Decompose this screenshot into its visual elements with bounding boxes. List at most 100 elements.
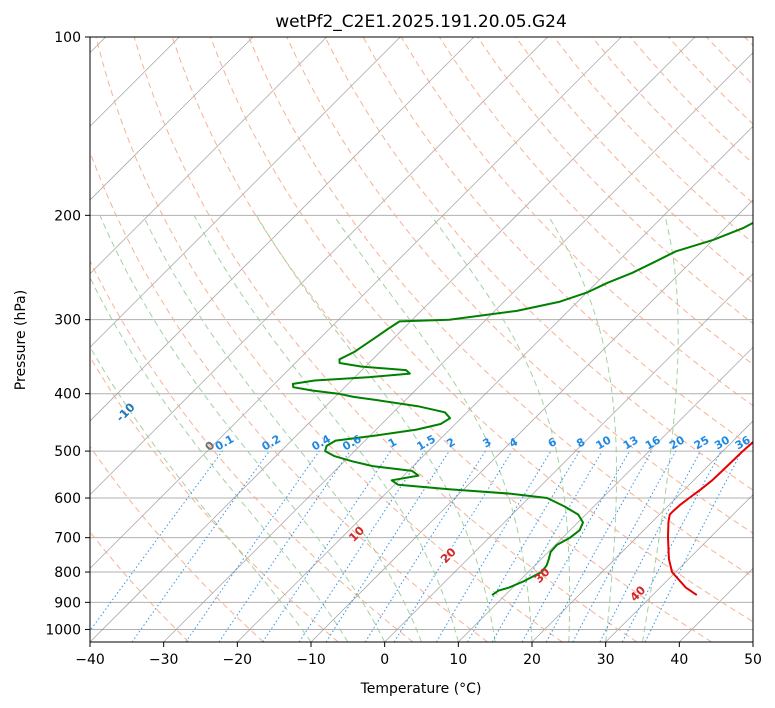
- isotherm-line: [679, 567, 753, 642]
- dry-adiabat-line: [706, 37, 753, 86]
- temperature-profile-line: [667, 440, 753, 596]
- mixing-ratio-label: 1.5: [414, 432, 437, 453]
- isotherm-line: [90, 37, 696, 642]
- mixing-ratio-label: 3: [480, 435, 493, 450]
- dry-adiabat-line: [744, 37, 753, 47]
- y-tick-label: 200: [54, 208, 81, 224]
- dry-adiabat-line: [210, 37, 753, 623]
- isotherm-grid: [90, 37, 753, 642]
- x-tick-label: 10: [449, 652, 467, 668]
- isotherm-line: [90, 37, 254, 201]
- dry-adiabat-line: [286, 37, 753, 534]
- dry-adiabats: [90, 37, 753, 642]
- mixing-ratio-label: 16: [643, 433, 663, 452]
- mixing-ratio-line: [364, 450, 486, 642]
- dry-adiabat-line: [591, 37, 753, 204]
- isotherm-line: [458, 346, 753, 642]
- dewpoint-profile-line: [291, 221, 753, 596]
- moist-adiabat-line: [142, 215, 422, 642]
- x-tick-label: 20: [523, 652, 541, 668]
- x-tick-label: −30: [149, 652, 179, 668]
- x-tick-label: 50: [744, 652, 762, 668]
- mixing-ratio-label: 2: [444, 435, 457, 450]
- plot-frame: [89, 36, 754, 643]
- x-tick-label: −20: [223, 652, 253, 668]
- x-tick-label: 40: [670, 652, 688, 668]
- y-tick-label: 300: [54, 313, 81, 329]
- dry-adiabat-line: [90, 150, 488, 642]
- isotherm-line: [752, 641, 753, 642]
- dry-adiabat-label: 40: [627, 583, 648, 604]
- y-tick-label: 800: [54, 565, 81, 581]
- isotherm-line: [531, 420, 753, 642]
- mixing-ratio-label: 20: [667, 433, 687, 452]
- mixing-ratio-label: 0.2: [260, 432, 283, 453]
- dry-adiabat-line: [324, 37, 753, 491]
- mixing-ratio-line: [599, 450, 701, 642]
- y-tick-label: 500: [54, 444, 81, 460]
- isotherm-line: [90, 37, 622, 569]
- mixing-ratio-line: [572, 450, 677, 642]
- mixing-ratio-line: [218, 450, 351, 642]
- x-tick-label: 0: [380, 652, 389, 668]
- x-axis-ticks: −40 −30 −20 −10 0 10 20 30 40 50: [75, 642, 762, 668]
- mixing-ratio-label: 10: [594, 433, 614, 452]
- moist-adiabat-line: [99, 215, 386, 642]
- y-tick-label: 100: [54, 30, 81, 46]
- dry-adiabat-line: [90, 445, 264, 642]
- mixing-ratio-label: 6: [546, 435, 559, 450]
- dry-adiabat-line: [668, 37, 753, 125]
- isotherm-line: [605, 494, 753, 642]
- mixing-ratio-label: 4: [507, 435, 520, 450]
- mixing-ratio-line: [90, 450, 223, 632]
- mixing-ratio-label: 30: [712, 433, 732, 452]
- dry-adiabat-line: [133, 37, 638, 642]
- mixing-ratio-line: [185, 450, 320, 642]
- mixing-ratio-label: 1: [386, 435, 399, 450]
- mixing-ratio-label: 0.4: [310, 432, 334, 453]
- y-tick-label: 1000: [45, 622, 81, 638]
- mixing-ratio-line: [393, 450, 513, 642]
- sounding-series: [291, 221, 753, 596]
- y-tick-label: 600: [54, 491, 81, 507]
- mixing-ratio-label: 0.1: [213, 432, 236, 453]
- isotherm-line: [90, 37, 548, 496]
- mixing-ratio-line: [131, 450, 270, 642]
- isotherm-line: [310, 199, 753, 642]
- moist-adiabat-line: [255, 215, 496, 642]
- dry-adiabat-line: [248, 37, 753, 578]
- mixing-ratio-label: 8: [574, 435, 587, 450]
- y-tick-label: 900: [54, 595, 81, 611]
- moist-adiabat-line: [90, 345, 312, 642]
- y-tick-label: 400: [54, 387, 81, 403]
- dry-adiabat-line: [90, 356, 339, 642]
- dry-adiabat-line: [95, 37, 563, 642]
- mixing-ratio-line: [545, 450, 653, 642]
- mixing-ratio-line: [262, 450, 392, 642]
- moist-adiabat-line: [333, 215, 533, 642]
- plot-area: 0.10.20.40.611.52346810131620253036-100-…: [90, 37, 753, 642]
- dry-adiabat-line: [553, 37, 753, 244]
- mixing-ratio-line: [521, 450, 630, 642]
- mixing-ratio-label: 0.6: [340, 432, 364, 453]
- isotherm-line: [237, 125, 753, 642]
- isotherm-line: [90, 37, 327, 275]
- moist-adiabat-line: [430, 215, 571, 642]
- dry-adiabat-line: [171, 37, 712, 642]
- mixing-ratio-line: [435, 450, 552, 642]
- y-tick-label: 700: [54, 531, 81, 547]
- mixing-ratio-line: [467, 450, 580, 642]
- dry-adiabat-label: -10: [113, 400, 138, 425]
- moist-adiabat-line: [642, 215, 679, 642]
- isotherm-line: [90, 37, 401, 348]
- dry-adiabat-label: 20: [438, 545, 459, 566]
- dry-adiabat-line: [90, 259, 414, 642]
- isotherm-line: [90, 37, 475, 422]
- isotherm-line: [384, 273, 753, 642]
- dry-adiabat-line: [515, 37, 753, 284]
- x-tick-label: 30: [597, 652, 615, 668]
- mixing-ratio-line: [298, 450, 425, 642]
- mixing-ratio-lines: [90, 450, 743, 642]
- moist-adiabat-line: [193, 215, 459, 642]
- y-axis-label: Pressure (hPa): [13, 290, 29, 390]
